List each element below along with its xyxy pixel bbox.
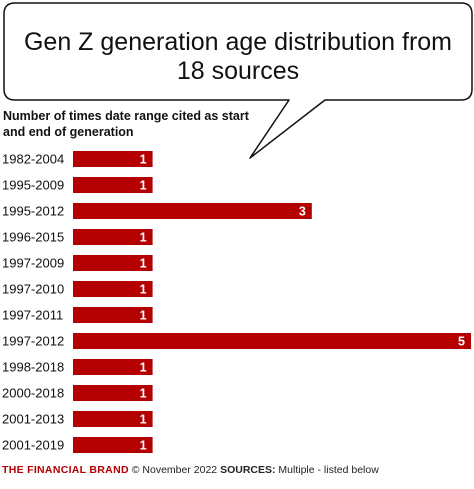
bar [73,177,153,193]
bar [73,281,153,297]
category-label: 1996-2015 [2,230,64,245]
bar [73,255,153,271]
bar-value-label: 1 [140,439,147,453]
category-label: 2001-2013 [2,412,64,427]
category-label: 1982-2004 [2,152,64,167]
footer: THE FINANCIAL BRAND © November 2022 SOUR… [2,464,379,476]
bar [73,307,153,323]
bar-value-label: 5 [458,335,465,349]
category-label: 2000-2018 [2,386,64,401]
bar-value-label: 1 [140,361,147,375]
bar-value-label: 1 [140,257,147,271]
footer-sources-label: SOURCES: [220,464,276,476]
bar [73,359,153,375]
bar-value-label: 3 [299,205,306,219]
bar-value-label: 1 [140,283,147,297]
bar [73,229,153,245]
category-label: 1995-2012 [2,204,64,219]
category-label: 1998-2018 [2,360,64,375]
chart-title: Gen Z generation age distribution from 1… [23,28,452,85]
bar [73,151,153,167]
bar-value-label: 1 [140,387,147,401]
bar [73,411,153,427]
bar-chart: 1982-2004 1 1995-2009 1 1995-2012 3 1996-2015 1… [2,151,471,453]
bar-value-label: 1 [140,413,147,427]
bar [73,203,312,219]
bar [73,333,471,349]
footer-copyright: © November 2022 [131,464,218,476]
bar-value-label: 1 [140,153,147,167]
category-label: 1997-2010 [2,282,64,297]
footer-brand: THE FINANCIAL BRAND [2,464,129,476]
category-label: 1995-2009 [2,178,64,193]
category-label: 1997-2011 [2,308,63,323]
bar-value-label: 1 [140,179,147,193]
chart-subtitle: Number of times date range cited as star… [3,109,249,139]
category-label: 1997-2009 [2,256,64,271]
bar [73,437,153,453]
bar-value-label: 1 [140,309,147,323]
category-label: 2001-2019 [2,438,64,453]
callout-bubble-shape [3,2,473,159]
footer-sources-text: Multiple - listed below [278,464,379,476]
bar-value-label: 1 [140,231,147,245]
bar [73,385,153,401]
category-label: 1997-2012 [2,334,64,349]
title-callout: Gen Z generation age distribution from 1… [3,2,473,159]
